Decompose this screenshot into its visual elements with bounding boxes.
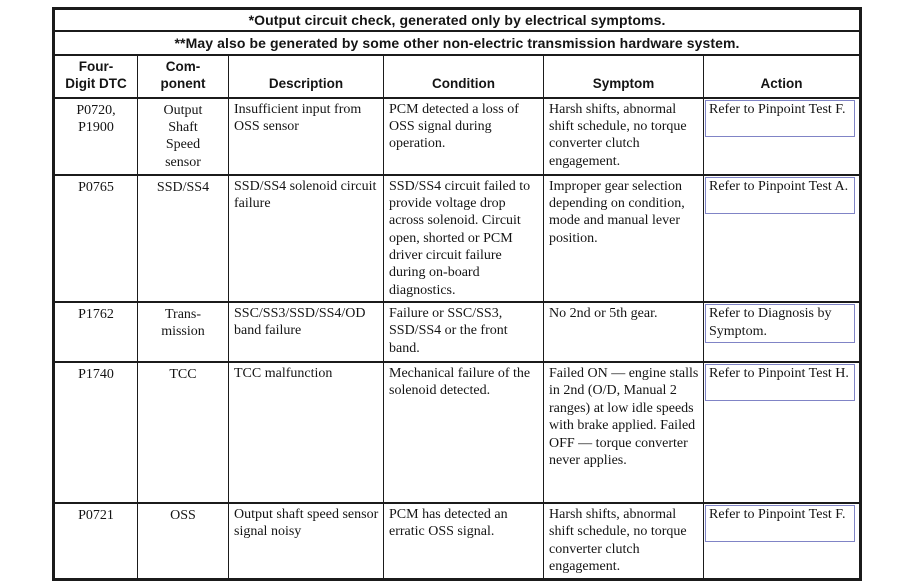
- table-row: P1762 Trans- mission SSC/SS3/SSD/SS4/OD …: [53, 301, 862, 364]
- action-link[interactable]: Refer to Pinpoint Test A.: [705, 176, 856, 214]
- table-row: P0721 OSS Output shaft speed sensor sign…: [53, 502, 862, 581]
- table-row: P0765 SSD/SS4 SSD/SS4 solenoid circuit f…: [53, 173, 862, 304]
- component-cell: Output Shaft Speed sensor: [137, 96, 229, 176]
- description-cell: SSC/SS3/SSD/SS4/OD band failure: [228, 301, 384, 364]
- action-cell: Refer to Pinpoint Test H.: [702, 361, 862, 505]
- symptom-cell: Harsh shifts, abnormal shift schedule, n…: [543, 96, 704, 176]
- col-header-condition: Condition: [383, 53, 544, 99]
- action-cell: Refer to Pinpoint Test A.: [702, 173, 862, 304]
- symptom-cell: No 2nd or 5th gear.: [543, 301, 704, 364]
- dtc-cell: P0765: [53, 173, 138, 304]
- action-link[interactable]: Refer to Pinpoint Test H.: [705, 364, 856, 402]
- condition-cell: Mechanical failure of the solenoid detec…: [383, 361, 544, 505]
- col-header-description: Description: [228, 53, 384, 99]
- col-header-dtc: Four- Digit DTC: [53, 53, 138, 99]
- dtc-cell: P0720, P1900: [53, 96, 138, 176]
- col-header-symptom: Symptom: [543, 53, 704, 99]
- action-link[interactable]: Refer to Diagnosis by Symptom.: [705, 304, 856, 343]
- col-header-component: Com- ponent: [137, 53, 229, 99]
- component-cell: TCC: [137, 361, 229, 505]
- note-electrical-symptoms: *Output circuit check, generated only by…: [52, 7, 862, 32]
- action-link[interactable]: Refer to Pinpoint Test F.: [705, 99, 856, 137]
- condition-cell: PCM detected a loss of OSS signal during…: [383, 96, 544, 176]
- action-link[interactable]: Refer to Pinpoint Test F.: [705, 505, 856, 543]
- dtc-cell: P1740: [53, 361, 138, 505]
- table-note-row-1: *Output circuit check, generated only by…: [52, 7, 862, 32]
- description-cell: Output shaft speed sensor signal noisy: [228, 502, 384, 581]
- condition-cell: PCM has detected an erratic OSS signal.: [383, 502, 544, 581]
- action-cell: Refer to Diagnosis by Symptom.: [702, 301, 862, 364]
- component-cell: Trans- mission: [137, 301, 229, 364]
- component-cell: SSD/SS4: [137, 173, 229, 304]
- component-cell: OSS: [137, 502, 229, 581]
- dtc-cell: P0721: [53, 502, 138, 581]
- table-row: P1740 TCC TCC malfunction Mechanical fai…: [53, 361, 862, 505]
- action-cell: Refer to Pinpoint Test F.: [702, 96, 862, 176]
- table-row: P0720, P1900 Output Shaft Speed sensor I…: [53, 96, 862, 176]
- symptom-cell: Improper gear selection depending on con…: [543, 173, 704, 304]
- note-non-electric-hardware: **May also be generated by some other no…: [52, 29, 862, 56]
- condition-cell: SSD/SS4 circuit failed to provide voltag…: [383, 173, 544, 304]
- header-row: Four- Digit DTC Com- ponent Description …: [53, 53, 862, 99]
- dtc-table: *Output circuit check, generated only by…: [52, 7, 863, 581]
- symptom-cell: Harsh shifts, abnormal shift schedule, n…: [543, 502, 704, 581]
- symptom-cell: Failed ON — engine stalls in 2nd (O/D, M…: [543, 361, 704, 505]
- description-cell: Insufficient input from OSS sensor: [228, 96, 384, 176]
- condition-cell: Failure or SSC/SS3, SSD/SS4 or the front…: [383, 301, 544, 364]
- col-header-action: Action: [702, 53, 862, 99]
- description-cell: SSD/SS4 solenoid circuit failure: [228, 173, 384, 304]
- description-cell: TCC malfunction: [228, 361, 384, 505]
- action-cell: Refer to Pinpoint Test F.: [702, 502, 862, 581]
- dtc-cell: P1762: [53, 301, 138, 364]
- table-note-row-2: **May also be generated by some other no…: [52, 29, 862, 56]
